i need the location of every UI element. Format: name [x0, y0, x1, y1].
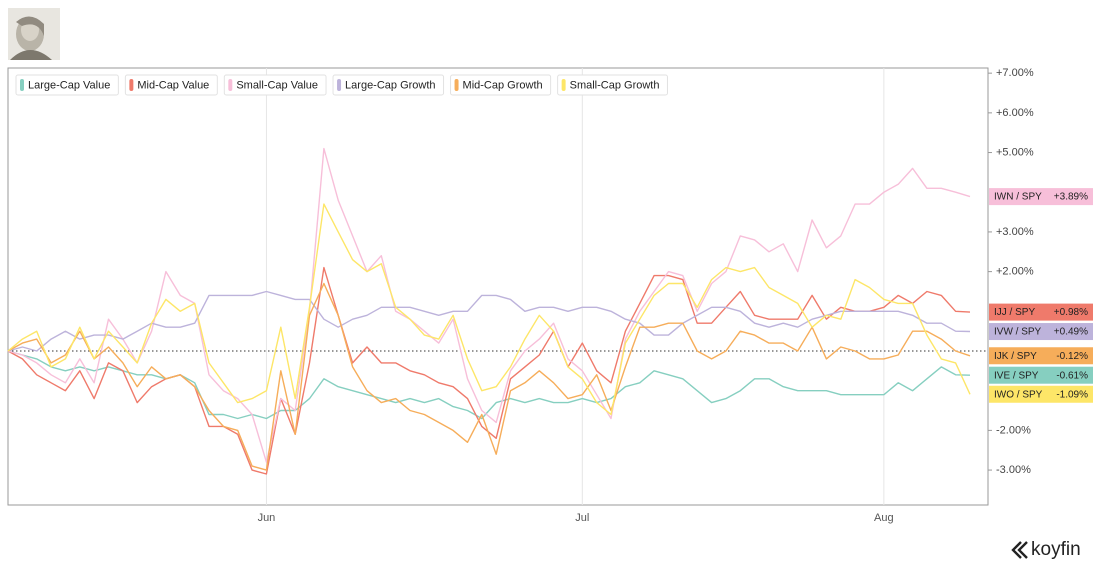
end-badge-value: +3.89%: [1054, 192, 1088, 203]
brand-logo: koyfin: [1011, 539, 1081, 560]
end-badge: IVW / SPY +0.49%: [989, 323, 1093, 341]
end-badge-value: +0.49%: [1054, 327, 1088, 338]
legend-box: [124, 74, 218, 96]
end-badge-box: [989, 188, 1093, 206]
legend-label: Mid-Cap Growth: [463, 79, 543, 91]
legend-label: Small-Cap Growth: [570, 79, 660, 91]
legend-item: Large-Cap Growth: [332, 74, 445, 96]
legend-box: [332, 74, 445, 96]
end-badge-ticker: IJJ / SPY: [994, 307, 1035, 318]
legend-box: [15, 74, 119, 96]
end-badge-ticker: IJK / SPY: [994, 351, 1037, 362]
x-tick-label: Jul: [575, 512, 589, 524]
series-line: [7, 350, 971, 420]
y-tick-label: +5.00%: [996, 146, 1034, 158]
end-badge-value: -0.12%: [1056, 351, 1088, 362]
end-badge: IVE / SPY -0.61%: [989, 366, 1093, 384]
legend-swatch: [20, 79, 24, 91]
y-tick-label: +6.00%: [996, 107, 1034, 119]
end-badge: IWO / SPY -1.09%: [989, 385, 1093, 403]
legend-swatch: [337, 79, 342, 91]
series-line: [7, 290, 971, 352]
end-badge-value: -0.61%: [1056, 370, 1088, 381]
end-badge-ticker: IVW / SPY: [994, 327, 1042, 338]
series-line: [7, 266, 971, 475]
legend-swatch: [228, 79, 233, 91]
y-tick-label: -2.00%: [996, 424, 1031, 436]
end-badge-ticker: IWO / SPY: [994, 389, 1043, 400]
legend-label: Small-Cap Value: [236, 79, 318, 91]
legend-box: [223, 74, 327, 96]
legend-swatch: [454, 79, 459, 91]
legend-label: Large-Cap Growth: [345, 79, 436, 91]
series-line: [7, 282, 971, 471]
end-badge-box: [989, 347, 1093, 365]
legend-item: Mid-Cap Value: [124, 74, 218, 96]
end-badge: IJJ / SPY +0.98%: [989, 303, 1093, 321]
legend-swatch: [129, 79, 134, 91]
end-badge-ticker: IWN / SPY: [994, 192, 1042, 203]
end-badge-value: -1.09%: [1056, 389, 1088, 400]
end-badge-ticker: IVE / SPY: [994, 370, 1039, 381]
end-badge: IWN / SPY +3.89%: [989, 188, 1093, 206]
avatar: [8, 8, 60, 60]
legend-item: Small-Cap Growth: [557, 74, 668, 96]
end-badge: IJK / SPY -0.12%: [989, 347, 1093, 365]
brand-icon: [1011, 541, 1028, 559]
y-tick-label: -3.00%: [996, 464, 1031, 476]
x-tick-label: Aug: [874, 512, 894, 524]
brand-name: koyfin: [1031, 539, 1081, 560]
end-badge-box: [989, 323, 1093, 341]
series-line: [7, 203, 971, 416]
legend-item: Large-Cap Value: [15, 74, 119, 96]
legend-box: [450, 74, 552, 96]
legend-item: Mid-Cap Growth: [450, 74, 552, 96]
y-tick-label: +3.00%: [996, 226, 1034, 238]
end-badge-box: [989, 366, 1093, 384]
y-tick-label: +2.00%: [996, 266, 1034, 278]
legend-item: Small-Cap Value: [223, 74, 327, 96]
end-badge-box: [989, 303, 1093, 321]
legend-box: [557, 74, 668, 96]
plot-frame: [7, 67, 989, 506]
y-tick-label: +7.00%: [996, 67, 1034, 79]
legend-swatch: [561, 79, 566, 91]
series-line: [7, 147, 971, 463]
legend-label: Mid-Cap Value: [137, 79, 209, 91]
x-tick-label: Jun: [258, 512, 276, 524]
legend-label: Large-Cap Value: [28, 79, 110, 91]
end-badge-value: +0.98%: [1054, 307, 1088, 318]
end-badge-box: [989, 385, 1093, 403]
